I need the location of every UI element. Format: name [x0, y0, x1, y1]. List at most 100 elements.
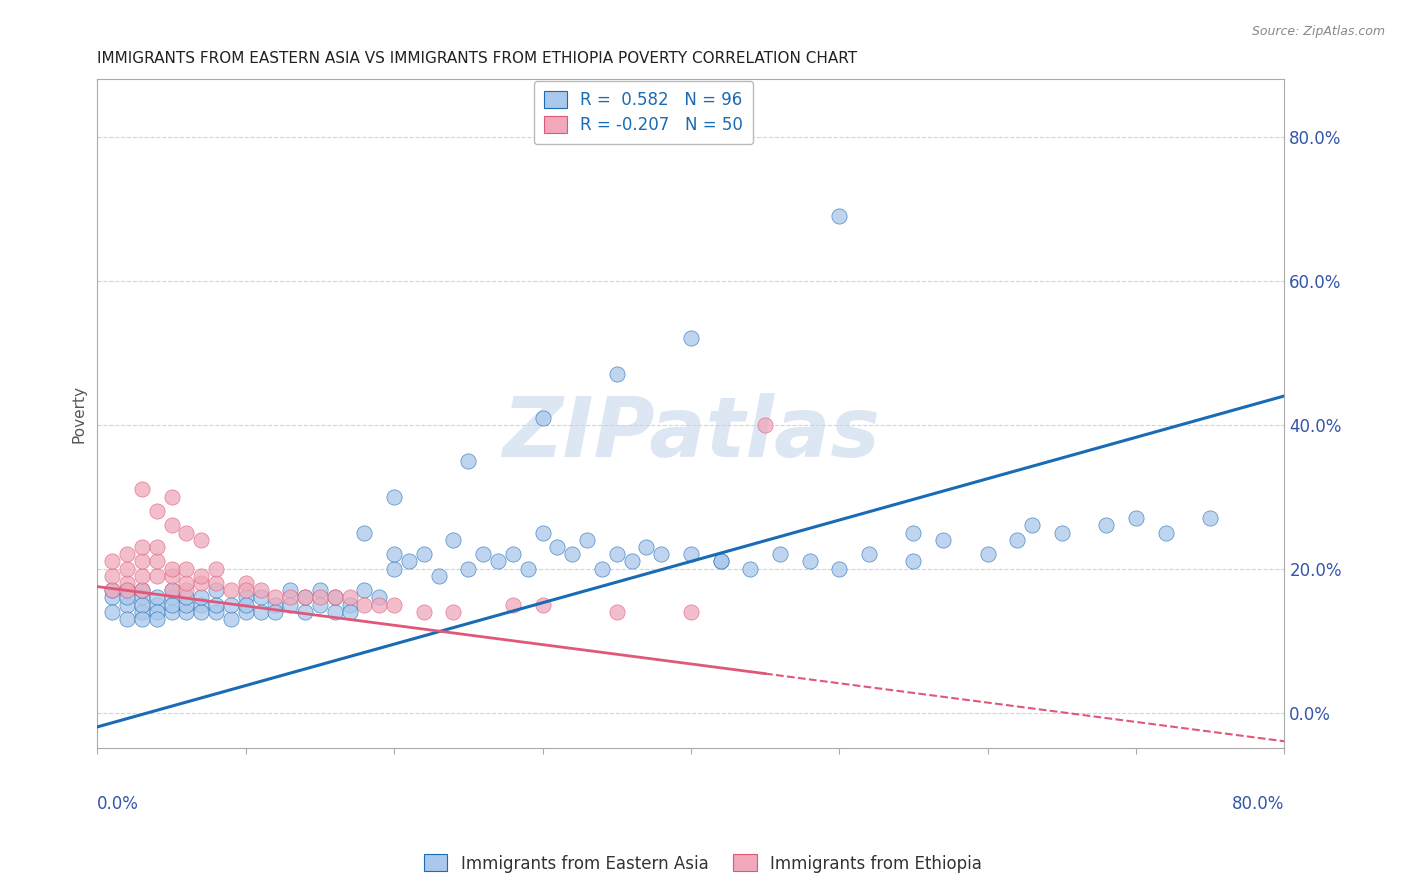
Point: [278, 598, 301, 612]
Point: [176, 591, 198, 605]
Point: [264, 605, 287, 619]
Point: [382, 490, 405, 504]
Y-axis label: Poverty: Poverty: [72, 385, 86, 443]
Point: [531, 410, 554, 425]
Point: [339, 598, 361, 612]
Point: [443, 533, 465, 547]
Point: [205, 605, 228, 619]
Point: [679, 605, 702, 619]
Point: [176, 583, 198, 598]
Point: [502, 598, 524, 612]
Point: [709, 554, 731, 568]
Point: [205, 561, 228, 575]
Point: [101, 591, 124, 605]
Point: [294, 605, 316, 619]
Point: [131, 605, 153, 619]
Point: [115, 547, 138, 561]
Point: [101, 569, 124, 583]
Point: [219, 598, 242, 612]
Point: [205, 576, 228, 591]
Point: [160, 598, 183, 612]
Point: [190, 533, 212, 547]
Point: [249, 591, 271, 605]
Text: 0.0%: 0.0%: [97, 796, 139, 814]
Point: [323, 605, 346, 619]
Point: [976, 547, 998, 561]
Point: [516, 561, 538, 575]
Point: [145, 612, 167, 626]
Point: [606, 605, 628, 619]
Point: [620, 554, 643, 568]
Point: [606, 368, 628, 382]
Point: [486, 554, 509, 568]
Point: [131, 483, 153, 497]
Point: [709, 554, 731, 568]
Point: [1154, 525, 1177, 540]
Point: [1021, 518, 1043, 533]
Point: [309, 583, 332, 598]
Point: [176, 605, 198, 619]
Point: [131, 583, 153, 598]
Point: [457, 453, 479, 467]
Point: [323, 591, 346, 605]
Point: [679, 331, 702, 345]
Point: [131, 591, 153, 605]
Point: [235, 598, 257, 612]
Point: [799, 554, 821, 568]
Point: [769, 547, 792, 561]
Point: [546, 540, 568, 554]
Point: [219, 583, 242, 598]
Point: [1095, 518, 1118, 533]
Point: [160, 518, 183, 533]
Point: [427, 569, 450, 583]
Point: [1199, 511, 1222, 525]
Point: [145, 540, 167, 554]
Point: [160, 591, 183, 605]
Point: [176, 525, 198, 540]
Point: [278, 583, 301, 598]
Point: [382, 561, 405, 575]
Point: [190, 605, 212, 619]
Point: [398, 554, 420, 568]
Point: [576, 533, 599, 547]
Point: [131, 540, 153, 554]
Point: [561, 547, 583, 561]
Point: [903, 554, 925, 568]
Point: [176, 598, 198, 612]
Point: [294, 591, 316, 605]
Point: [235, 583, 257, 598]
Point: [339, 605, 361, 619]
Point: [309, 591, 332, 605]
Point: [457, 561, 479, 575]
Point: [115, 612, 138, 626]
Point: [205, 583, 228, 598]
Point: [740, 561, 762, 575]
Point: [606, 547, 628, 561]
Point: [160, 561, 183, 575]
Point: [145, 504, 167, 518]
Point: [115, 583, 138, 598]
Point: [145, 591, 167, 605]
Point: [101, 554, 124, 568]
Point: [131, 612, 153, 626]
Point: [278, 591, 301, 605]
Point: [368, 598, 391, 612]
Point: [294, 591, 316, 605]
Point: [115, 591, 138, 605]
Point: [145, 569, 167, 583]
Point: [160, 605, 183, 619]
Point: [131, 569, 153, 583]
Text: Source: ZipAtlas.com: Source: ZipAtlas.com: [1251, 25, 1385, 38]
Point: [190, 576, 212, 591]
Point: [235, 591, 257, 605]
Point: [101, 605, 124, 619]
Point: [591, 561, 613, 575]
Text: ZIPatlas: ZIPatlas: [502, 393, 880, 475]
Point: [115, 583, 138, 598]
Point: [235, 605, 257, 619]
Point: [190, 598, 212, 612]
Point: [1125, 511, 1147, 525]
Point: [190, 569, 212, 583]
Point: [531, 598, 554, 612]
Point: [131, 554, 153, 568]
